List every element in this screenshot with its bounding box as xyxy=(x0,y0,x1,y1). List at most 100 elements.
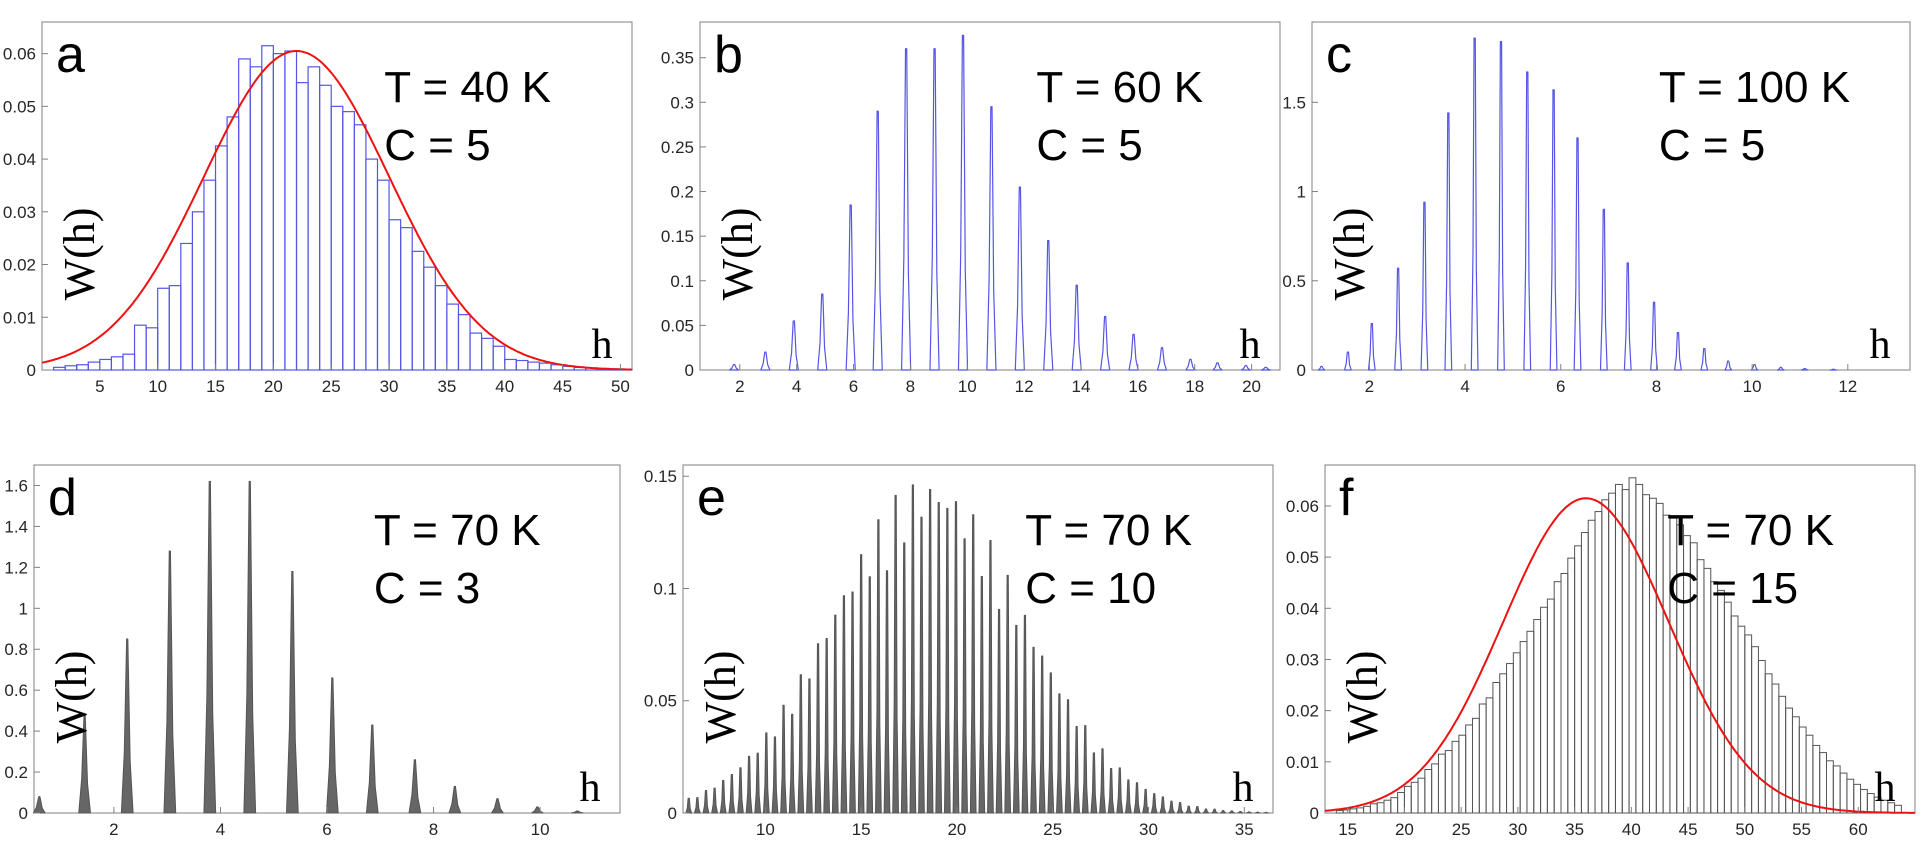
y-tick-label: 0.15 xyxy=(644,467,677,486)
x-tick-label: 25 xyxy=(1043,820,1062,839)
histogram-peak xyxy=(1497,41,1505,371)
histogram-peak xyxy=(797,674,805,814)
histogram-peak xyxy=(1219,810,1227,814)
x-tick-label: 30 xyxy=(1139,820,1158,839)
y-tick-label: 0.5 xyxy=(1282,272,1306,291)
histogram-peak xyxy=(929,48,940,371)
panel-letter: f xyxy=(1339,469,1354,527)
x-tick-label: 15 xyxy=(1338,820,1357,839)
histogram-peak xyxy=(693,797,701,814)
histogram-peak xyxy=(1056,693,1063,814)
histogram-peak xyxy=(163,550,177,814)
x-tick-label: 45 xyxy=(1679,820,1698,839)
x-tick-label: 18 xyxy=(1185,377,1204,396)
y-tick-label: 0.05 xyxy=(1286,548,1319,567)
histogram-peak xyxy=(1004,574,1012,814)
histogram-peak xyxy=(875,519,882,814)
histogram-peak xyxy=(1700,347,1709,371)
x-tick-label: 2 xyxy=(109,820,118,839)
histogram-peak xyxy=(788,320,799,371)
y-tick-label: 0.1 xyxy=(670,272,694,291)
histogram-peak xyxy=(1099,748,1106,814)
y-tick-label: 0 xyxy=(685,361,694,380)
y-tick-label: 0 xyxy=(1297,361,1306,380)
x-tick-label: 10 xyxy=(958,377,977,396)
histogram-peak xyxy=(1185,805,1193,814)
histogram-peak xyxy=(1444,112,1453,371)
y-tick-label: 0.06 xyxy=(1286,497,1319,516)
y-tick-label: 0.05 xyxy=(3,97,36,116)
y-tick-label: 1.6 xyxy=(4,476,28,495)
histogram-peak xyxy=(1674,331,1682,371)
histogram-peak xyxy=(1650,301,1658,371)
y-tick-label: 0.6 xyxy=(4,681,28,700)
histogram-peak xyxy=(1240,364,1252,371)
histogram-peak xyxy=(1623,262,1632,371)
histogram-peak xyxy=(1100,315,1111,371)
coupling-annotation: C = 15 xyxy=(1667,564,1798,613)
x-tick-label: 5 xyxy=(95,377,104,396)
y-tick-label: 0.01 xyxy=(1286,753,1319,772)
histogram-peak xyxy=(1237,811,1244,814)
histogram-peak xyxy=(1317,365,1326,371)
y-tick-label: 0.8 xyxy=(4,640,28,659)
x-tick-label: 20 xyxy=(264,377,283,396)
x-tick-label: 12 xyxy=(1015,377,1034,396)
y-tick-label: 0.03 xyxy=(3,203,36,222)
histogram-peak xyxy=(969,514,977,814)
histogram-peak xyxy=(1254,811,1262,814)
histogram-peak xyxy=(866,576,874,814)
coupling-annotation: C = 5 xyxy=(1036,121,1142,170)
y-tick-label: 0 xyxy=(668,804,677,823)
histogram-peak xyxy=(831,614,839,814)
histogram-peak xyxy=(1176,802,1184,814)
histogram-peak xyxy=(943,507,951,814)
histogram-peak xyxy=(892,494,900,814)
gaussian-fit-curve xyxy=(41,50,633,371)
x-tick-label: 25 xyxy=(1452,820,1471,839)
panel-c: 2 4 6 8 10 12 0 0.5 1 1.5 c T = 100 K C = 5 h W(h) xyxy=(1282,21,1911,396)
histogram-peak xyxy=(1159,796,1167,814)
y-axis-label: W(h) xyxy=(1338,651,1387,744)
histogram-peak xyxy=(711,787,718,814)
histogram-peak xyxy=(961,538,968,814)
histogram-peak xyxy=(1030,646,1037,814)
histogram-peak xyxy=(1776,366,1785,371)
histogram-peak xyxy=(1156,347,1168,371)
histogram-peak xyxy=(491,798,504,814)
x-tick-label: 4 xyxy=(1460,377,1469,396)
plot-frame xyxy=(1311,21,1911,371)
histogram-peak xyxy=(1107,768,1115,814)
y-tick-label: 0.35 xyxy=(661,49,694,68)
histogram-peak xyxy=(909,484,917,814)
histogram-peak xyxy=(771,736,779,814)
histogram-peak xyxy=(900,542,908,814)
y-axis-label: W(h) xyxy=(1325,208,1374,301)
histogram-peak xyxy=(1800,367,1809,371)
x-tick-label: 25 xyxy=(322,377,341,396)
y-tick-label: 0.04 xyxy=(1286,599,1319,618)
coupling-annotation: C = 5 xyxy=(384,121,490,170)
y-tick-label: 1.2 xyxy=(4,558,28,577)
x-tick-label: 30 xyxy=(380,377,399,396)
x-tick-label: 6 xyxy=(849,377,858,396)
histogram-peak xyxy=(1116,767,1124,814)
y-tick-label: 0.2 xyxy=(670,183,694,202)
x-axis-label: h xyxy=(1875,765,1896,811)
plot-frame xyxy=(682,464,1274,814)
x-tick-label: 10 xyxy=(148,377,167,396)
histogram-peak xyxy=(849,591,856,814)
histogram-peak xyxy=(918,516,925,814)
histogram-peak xyxy=(737,767,744,814)
panel-a: 5 10 15 20 25 30 35 40 45 50 0 0.01 0.02 0.03 0.04 0.05… xyxy=(3,21,633,396)
histogram-peak xyxy=(840,595,848,814)
x-tick-label: 15 xyxy=(206,377,225,396)
histogram-bar xyxy=(492,345,506,371)
histogram-peak xyxy=(1724,360,1733,371)
y-axis-label: W(h) xyxy=(696,651,745,744)
coupling-annotation: C = 3 xyxy=(374,564,480,613)
histogram-peak xyxy=(952,501,960,814)
histogram-peak xyxy=(1228,810,1236,814)
data-marks xyxy=(1335,477,1902,814)
histogram-peak xyxy=(762,732,770,814)
